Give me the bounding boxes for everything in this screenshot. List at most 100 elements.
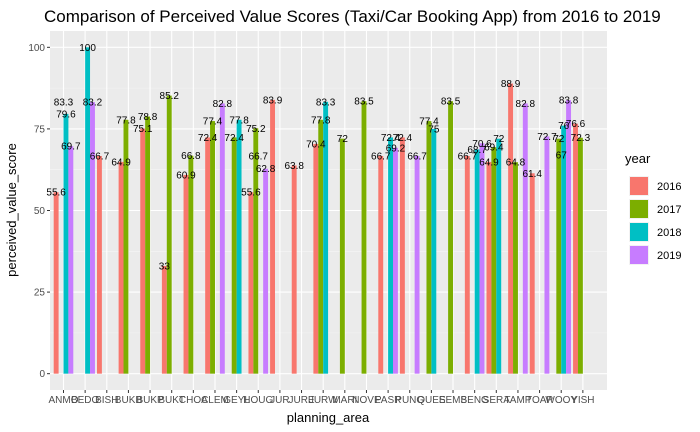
legend-label: 2017 — [657, 204, 681, 216]
data-label: 64.8 — [506, 158, 526, 169]
bar-2016-SERA — [486, 161, 492, 374]
data-label: 88.9 — [501, 79, 521, 90]
x-tick-label: BUKP — [136, 395, 164, 406]
data-label: 82.8 — [516, 99, 536, 110]
bar-2019-PUNG — [414, 155, 420, 374]
data-label: 64.9 — [479, 157, 499, 168]
bar-2018-ANMO — [63, 113, 69, 374]
data-label: 55.6 — [46, 188, 66, 199]
data-label: 83.3 — [316, 97, 336, 108]
bar-2016-SENG — [464, 155, 470, 374]
x-tick-label: ANMO — [49, 395, 79, 406]
bar-2016-BUKP — [140, 128, 146, 374]
bar-2019-SENG — [479, 143, 485, 374]
data-label: 66.7 — [371, 151, 391, 162]
x-tick-label: NOVE — [352, 395, 381, 406]
x-tick-label: JURW — [309, 395, 338, 406]
legend-swatch — [630, 200, 648, 218]
legend-label: 2019 — [657, 250, 681, 262]
chart-title: Comparison of Perceived Value Scores (Ta… — [44, 7, 661, 26]
x-tick-label: TAMP — [504, 395, 531, 406]
bar-2018-QUEE — [431, 128, 437, 374]
bar-2016-BUKT — [161, 265, 167, 374]
data-label: 77.4 — [419, 117, 439, 128]
data-label: 61.4 — [522, 169, 542, 180]
bar-2016-TOAP — [529, 173, 535, 374]
legend-title: year — [625, 151, 651, 166]
data-label: 72.4 — [198, 133, 218, 144]
data-label: 66.7 — [458, 151, 478, 162]
data-label: 66.7 — [90, 151, 110, 162]
x-tick-label: BISH — [95, 395, 118, 406]
bar-2016-HOUG — [248, 192, 254, 374]
bar-2019-CLEM — [219, 103, 225, 374]
x-tick-label: CHOA — [179, 395, 208, 406]
x-tick-label: QUEE — [417, 395, 446, 406]
bar-2017-HOUG — [253, 128, 259, 374]
data-label: 76.6 — [566, 119, 586, 130]
data-label: 72 — [493, 134, 505, 145]
data-label: 72 — [553, 134, 565, 145]
data-label: 75.1 — [133, 124, 153, 135]
data-label: 64.9 — [111, 157, 131, 168]
bar-2019-TAMP — [522, 103, 528, 374]
x-tick-label: WOOY — [545, 395, 577, 406]
data-label: 83.9 — [263, 95, 283, 106]
data-label: 82.8 — [213, 99, 233, 110]
bar-2017-WOOY — [556, 138, 562, 374]
x-tick-label: GEYL — [223, 395, 250, 406]
x-tick-label: HOUG — [243, 395, 273, 406]
bar-2016-PASR — [378, 155, 384, 374]
bar-2016-PUNG — [399, 137, 405, 374]
bar-2019-TOAP — [544, 136, 550, 374]
bars — [53, 47, 583, 374]
data-label: 83.5 — [441, 97, 461, 108]
data-label: 69.4 — [484, 143, 504, 154]
bar-2018-SENG — [474, 149, 480, 374]
data-label: 68.7 — [467, 145, 487, 156]
y-axis: 0 25 50 75 100 — [28, 43, 50, 380]
data-label: 62.8 — [256, 164, 276, 175]
y-tick-label: 25 — [34, 288, 46, 299]
bar-2017-TAMP — [513, 162, 518, 374]
data-label: 33 — [159, 261, 171, 272]
bar-2017-JURW — [318, 119, 324, 374]
data-label: 77.8 — [311, 115, 331, 126]
x-tick-label: YISH — [571, 395, 594, 406]
y-tick-label: 0 — [39, 369, 45, 380]
x-tick-label: SEMB — [439, 395, 468, 406]
bar-2019-BEDO — [90, 102, 95, 374]
y-tick-label: 75 — [34, 124, 46, 135]
y-axis-title: perceived_value_score — [4, 143, 19, 277]
bar-2016-JUR — [270, 99, 275, 374]
legend-swatch — [630, 177, 648, 195]
bar-2017-GEYL — [231, 137, 237, 374]
data-label: 72.4 — [381, 133, 401, 144]
x-tick-label: BUKT — [158, 395, 185, 406]
bar-2017-BUKP — [145, 116, 151, 374]
bar-2019-WOOY — [566, 100, 572, 374]
legend-swatch — [630, 223, 648, 241]
data-label: 67 — [556, 151, 568, 162]
bar-2016-CHOA — [183, 174, 189, 374]
data-label: 60.9 — [176, 170, 196, 181]
bar-2016-BISH — [96, 155, 102, 374]
bar-2018-JURW — [323, 101, 329, 374]
y-tick-label: 50 — [34, 206, 46, 217]
bar-2018-SERA — [496, 138, 502, 374]
bar-2017-SERA — [491, 147, 497, 374]
data-label: 78.8 — [138, 112, 158, 123]
bar-2019-HOUG — [263, 168, 269, 374]
bar-2017-MARI — [339, 138, 345, 374]
data-label: 69.2 — [386, 143, 406, 154]
data-label: 66.7 — [249, 151, 269, 162]
x-tick-label: SERA — [483, 395, 511, 406]
x-tick-label: MARI — [332, 395, 357, 406]
legend: year 2016 2017 2018 2019 — [625, 151, 681, 265]
data-label: 55.6 — [241, 188, 261, 199]
x-tick-label: BEDO — [71, 395, 100, 406]
data-label: 85.2 — [160, 91, 180, 102]
data-label: 72.4 — [224, 133, 244, 144]
bar-2017-SEMB — [448, 101, 454, 374]
